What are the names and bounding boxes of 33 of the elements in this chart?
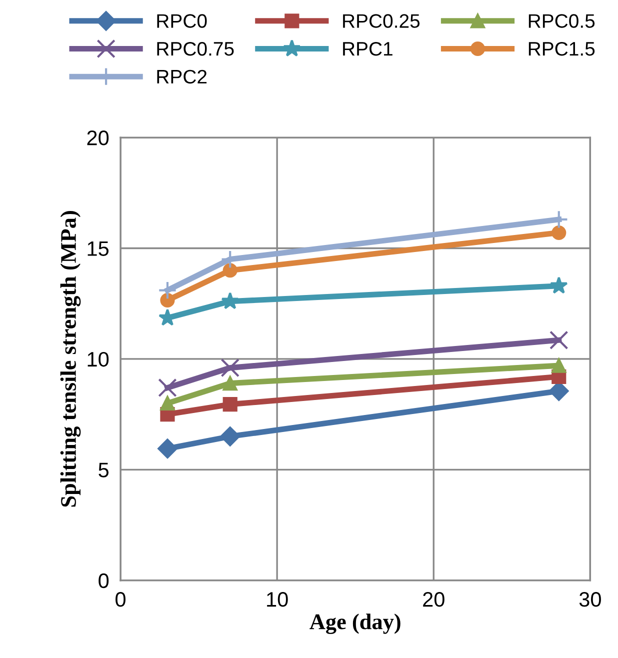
legend-label: RPC1 [343,42,392,56]
point [552,358,566,373]
point [160,292,175,308]
legend-label: RPC0.5 [528,14,595,28]
y-axis-title: Splitting tensile strength (MPa) [60,211,81,507]
point [158,280,177,300]
x-tick-label: 0 [116,592,126,607]
x-axis-title: Age (day) [310,614,400,634]
legend-label: RPC1.5 [528,42,595,56]
y-tick-label: 0 [98,573,109,588]
y-tick-label: 10 [88,352,109,367]
point [160,396,175,411]
y-tick-label: 20 [87,130,109,146]
point [220,426,240,446]
point [158,378,177,398]
point [158,438,178,458]
point [552,225,566,240]
x-tick-label: 10 [267,592,288,607]
point [220,358,240,378]
point [550,330,568,350]
point [221,292,240,310]
point [222,397,238,412]
point [222,263,238,278]
x-tick-label: 30 [579,592,601,607]
legend-label: RPC2 [157,70,207,84]
legend-label: RPC0 [157,14,207,28]
legend-label: RPC0.25 [343,14,420,28]
point [550,276,568,294]
y-tick-label: 5 [98,462,109,478]
legend-label: RPC0.75 [157,42,234,56]
x-tick-label: 20 [423,592,444,607]
point [222,376,238,391]
y-tick-label: 15 [88,241,109,256]
